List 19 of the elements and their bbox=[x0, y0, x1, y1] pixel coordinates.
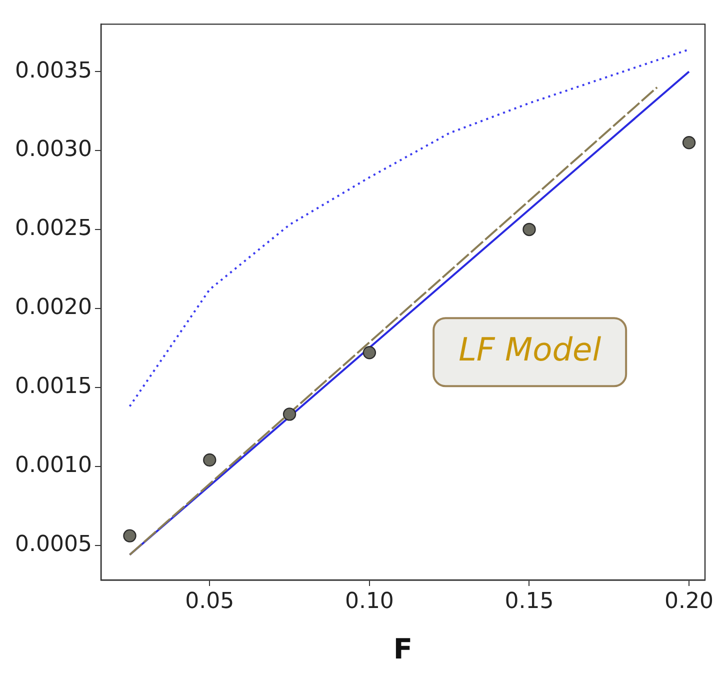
point bbox=[123, 529, 136, 542]
point bbox=[522, 222, 536, 236]
x-tick-label: 0.20 bbox=[664, 588, 714, 614]
point bbox=[282, 408, 296, 421]
point bbox=[203, 453, 216, 467]
point bbox=[362, 346, 376, 360]
x-tick-label: 0.10 bbox=[344, 588, 394, 614]
y-tick-label: 0.0010 bbox=[14, 453, 92, 478]
y-tick-label: 0.0030 bbox=[14, 137, 92, 162]
y-tick-label: 0.0035 bbox=[14, 58, 92, 84]
y-tick-label: 0.0015 bbox=[14, 374, 92, 400]
x-tick-label: 0.15 bbox=[504, 588, 554, 614]
y-tick-label: 0.0025 bbox=[14, 216, 92, 242]
x-tick-label: 0.05 bbox=[185, 588, 234, 614]
point bbox=[682, 136, 696, 150]
y-tick-label: 0.0020 bbox=[14, 295, 92, 320]
y-tick-label: 0.0005 bbox=[14, 532, 92, 557]
annotation: LF Model bbox=[458, 330, 602, 368]
x-axis-title: F bbox=[393, 632, 413, 666]
